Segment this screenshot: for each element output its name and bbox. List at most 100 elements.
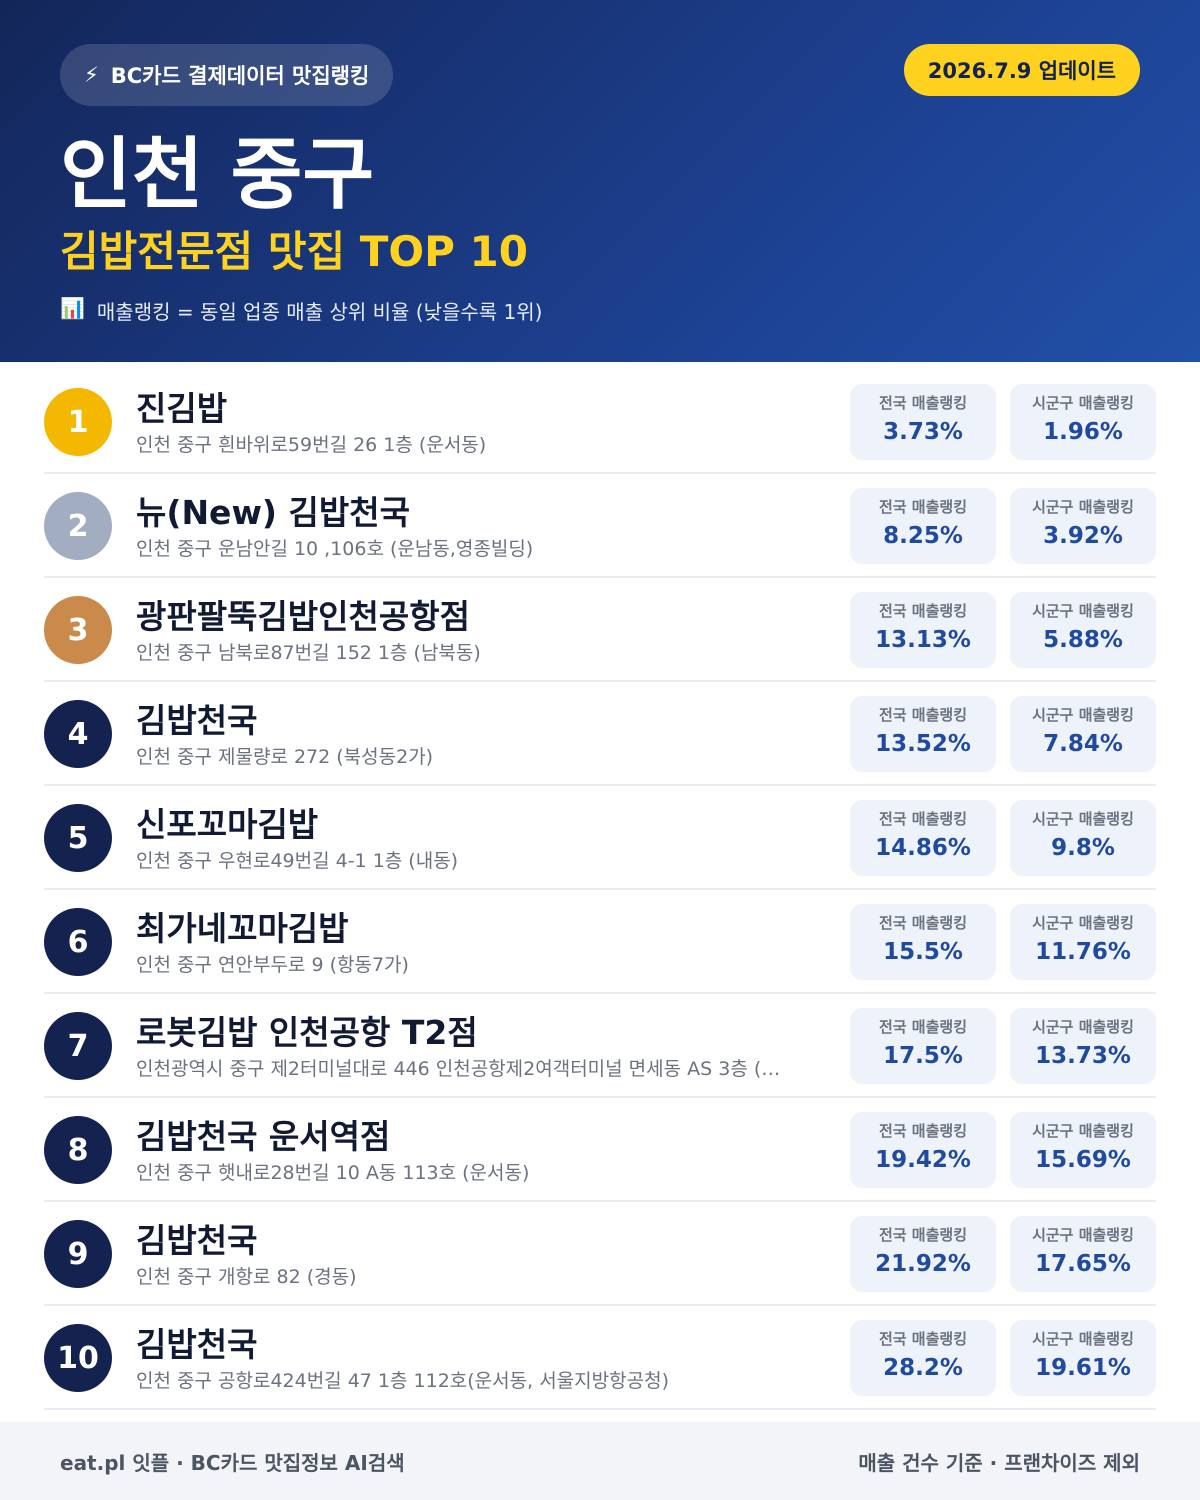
metric-label: 시군구 매출랭킹: [1032, 810, 1134, 828]
address: 인천 중구 공항로424번길 47 1층 112호(운서동, 서울지방항공청): [136, 1370, 669, 1392]
metric-label: 전국 매출랭킹: [878, 810, 968, 828]
metric-box: 전국 매출랭킹 3.73%: [850, 384, 996, 460]
metric-value: 13.52%: [875, 731, 971, 757]
icon: 📊: [60, 296, 85, 320]
restaurant-name: 최가네꼬마김밥: [136, 909, 349, 948]
update-date: 2026.7.9 업데이트: [903, 44, 1140, 96]
metric-box: 시군구 매출랭킹 5.88%: [1010, 592, 1156, 668]
restaurant-name: 광판팔뚝김밥인천공항점: [136, 597, 470, 636]
metric-box: 시군구 매출랭킹 11.76%: [1010, 904, 1156, 980]
note-text: 매출랭킹 = 동일 업종 매출 상위 비율 (낮을수록 1위): [96, 300, 543, 324]
metric-label: 시군구 매출랭킹: [1032, 1018, 1134, 1036]
rank-badge: 3: [44, 596, 112, 664]
metric-box: 전국 매출랭킹 14.86%: [850, 800, 996, 876]
address: 인천 중구 흰바위로59번길 26 1층 (운서동): [136, 434, 487, 456]
restaurant-name: 진김밥: [136, 389, 228, 428]
metric-box: 전국 매출랭킹 19.42%: [850, 1112, 996, 1188]
rank-badge: 9: [44, 1220, 112, 1288]
list-item: 9 김밥천국 인천 중구 개항로 82 (경동) 전국 매출랭킹 21.92% 시군구 매…: [44, 1202, 1156, 1306]
metric-label: 전국 매출랭킹: [878, 914, 968, 932]
note: 📊 매출랭킹 = 동일 업종 매출 상위 비율 (낮을수록 1위): [60, 296, 542, 325]
rank-badge: 1: [44, 388, 112, 456]
metric-value: 28.2%: [883, 1355, 963, 1381]
metric-box: 시군구 매출랭킹 1.96%: [1010, 384, 1156, 460]
address: 인천 중구 개항로 82 (경동): [136, 1266, 357, 1288]
header: ⚡ BC카드 결제데이터 맛집랭킹 2026.7.9 업데이트 인천 중구 김밥전…: [0, 0, 1200, 362]
list-item: 10 김밥천국 인천 중구 공항로424번길 47 1층 112호(운서동, 서울지…: [44, 1306, 1156, 1410]
list-item: 8 김밥천국 운서역점 인천 중구 햇내로28번길 10 A동 113호 (운서동)…: [44, 1098, 1156, 1202]
metric-value: 7.84%: [1043, 731, 1123, 757]
metric-value: 9.8%: [1051, 835, 1115, 861]
list-item: 6 최가네꼬마김밥 인천 중구 연안부두로 9 (항동7가) 전국 매출랭킹 15.5%…: [44, 890, 1156, 994]
restaurant-name: 로봇김밥 인천공항 T2점: [136, 1013, 478, 1052]
address: 인천 중구 우현로49번길 4-1 1층 (내동): [136, 850, 459, 872]
metric-value: 14.86%: [875, 835, 971, 861]
list-item: 2 뉴(New) 김밥천국 인천 중구 운남안길 10 ,106호 (운남동,영종빌…: [44, 474, 1156, 578]
restaurant-name: 뉴(New) 김밥천국: [136, 493, 410, 532]
metric-box: 시군구 매출랭킹 7.84%: [1010, 696, 1156, 772]
metric-box: 시군구 매출랭킹 13.73%: [1010, 1008, 1156, 1084]
metric-label: 전국 매출랭킹: [878, 602, 968, 620]
metric-value: 19.61%: [1035, 1355, 1131, 1381]
metric-label: 전국 매출랭킹: [878, 498, 968, 516]
metric-label: 전국 매출랭킹: [878, 394, 968, 412]
metric-label: 전국 매출랭킹: [878, 1330, 968, 1348]
metric-value: 13.73%: [1035, 1043, 1131, 1069]
icon: ⚡: [84, 63, 99, 87]
list-item: 3 광판팔뚝김밥인천공항점 인천 중구 남북로87번길 152 1층 (남북동) 전국…: [44, 578, 1156, 682]
metric-label: 시군구 매출랭킹: [1032, 914, 1134, 932]
metric-label: 전국 매출랭킹: [878, 1122, 968, 1140]
metric-value: 3.92%: [1043, 523, 1123, 549]
metric-value: 5.88%: [1043, 627, 1123, 653]
badge-text: BC카드 결제데이터 맛집랭킹: [110, 64, 370, 88]
title: 인천 중구: [60, 130, 375, 220]
metric-box: 전국 매출랭킹 17.5%: [850, 1008, 996, 1084]
metric-box: 시군구 매출랭킹 19.61%: [1010, 1320, 1156, 1396]
rank-badge: 4: [44, 700, 112, 768]
metric-value: 19.42%: [875, 1147, 971, 1173]
restaurant-name: 신포꼬마김밥: [136, 805, 319, 844]
metric-value: 15.69%: [1035, 1147, 1131, 1173]
rank-badge: 5: [44, 804, 112, 872]
metric-label: 시군구 매출랭킹: [1032, 602, 1134, 620]
metric-label: 시군구 매출랭킹: [1032, 498, 1134, 516]
metric-value: 3.73%: [883, 419, 963, 445]
address: 인천 중구 연안부두로 9 (항동7가): [136, 954, 409, 976]
metric-label: 시군구 매출랭킹: [1032, 1226, 1134, 1244]
subtitle: 김밥전문점 맛집 TOP 10: [60, 227, 528, 276]
metric-box: 시군구 매출랭킹 3.92%: [1010, 488, 1156, 564]
metric-box: 전국 매출랭킹 13.13%: [850, 592, 996, 668]
metric-box: 전국 매출랭킹 8.25%: [850, 488, 996, 564]
address: 인천 중구 제물량로 272 (북성동2가): [136, 746, 434, 768]
address: 인천 중구 햇내로28번길 10 A동 113호 (운서동): [136, 1162, 530, 1184]
metric-label: 전국 매출랭킹: [878, 706, 968, 724]
metric-label: 시군구 매출랭킹: [1032, 706, 1134, 724]
address: 인천광역시 중구 제2터미널대로 446 인천공항제2여객터미널 면세동 AS …: [136, 1058, 781, 1080]
metric-box: 전국 매출랭킹 13.52%: [850, 696, 996, 772]
footer-right: 매출 건수 기준 · 프랜차이즈 제외: [858, 1451, 1140, 1475]
metric-box: 전국 매출랭킹 28.2%: [850, 1320, 996, 1396]
metric-box: 시군구 매출랭킹 17.65%: [1010, 1216, 1156, 1292]
metric-label: 전국 매출랭킹: [878, 1018, 968, 1036]
metric-box: 시군구 매출랭킹 9.8%: [1010, 800, 1156, 876]
metric-value: 1.96%: [1043, 419, 1123, 445]
footer: eat.pl 잇플 · BC카드 맛집정보 AI검색 매출 건수 기준 · 프랜…: [0, 1422, 1200, 1500]
list-item: 4 김밥천국 인천 중구 제물량로 272 (북성동2가) 전국 매출랭킹 13.52%…: [44, 682, 1156, 786]
metric-label: 시군구 매출랭킹: [1032, 394, 1134, 412]
address: 인천 중구 운남안길 10 ,106호 (운남동,영종빌딩): [136, 538, 534, 560]
metric-value: 17.5%: [883, 1043, 963, 1069]
rank-badge: 7: [44, 1012, 112, 1080]
badge: ⚡ BC카드 결제데이터 맛집랭킹: [60, 44, 394, 106]
metric-value: 8.25%: [883, 523, 963, 549]
metric-label: 시군구 매출랭킹: [1032, 1122, 1134, 1140]
metric-label: 전국 매출랭킹: [878, 1226, 968, 1244]
footer-left: eat.pl 잇플 · BC카드 맛집정보 AI검색: [60, 1451, 405, 1475]
metric-box: 시군구 매출랭킹 15.69%: [1010, 1112, 1156, 1188]
metric-value: 15.5%: [883, 939, 963, 965]
metric-value: 13.13%: [875, 627, 971, 653]
